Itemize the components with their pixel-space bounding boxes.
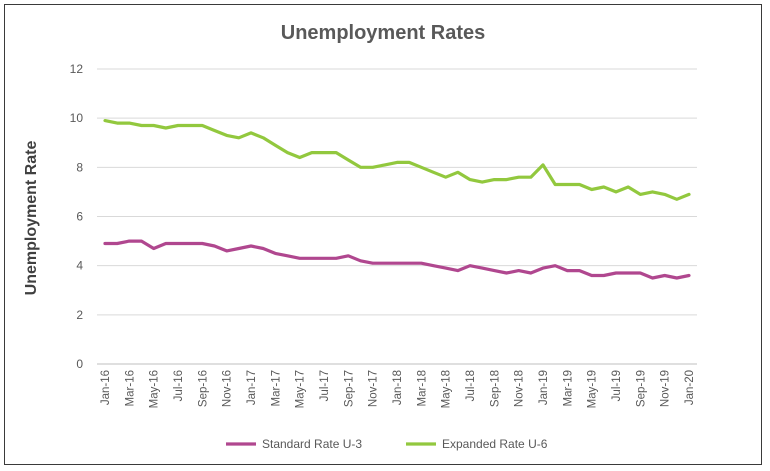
x-tick-label: Sep-18	[489, 370, 501, 407]
x-tick-label: Mar-19	[562, 370, 574, 406]
x-tick-label: Mar-17	[270, 370, 282, 406]
x-tick-label: May-16	[149, 370, 161, 408]
chart-frame	[4, 4, 762, 465]
x-tick-label: Jul-17	[319, 370, 331, 401]
y-axis-ticks: 0 2 4 6 8 10 12	[70, 62, 84, 371]
y-tick-label: 6	[76, 210, 83, 224]
x-tick-label: Jul-18	[465, 370, 477, 401]
y-tick-label: 4	[76, 259, 83, 273]
x-tick-label: Sep-17	[343, 370, 355, 407]
legend-label: Standard Rate U-3	[262, 437, 362, 451]
x-tick-label: Sep-16	[197, 370, 209, 407]
x-tick-label: Jul-19	[611, 370, 623, 401]
x-tick-label: Jan-19	[538, 370, 550, 405]
x-tick-label: Nov-18	[514, 370, 526, 407]
x-tick-label: Sep-19	[635, 370, 647, 407]
x-tick-label: May-18	[441, 370, 453, 408]
x-tick-label: May-17	[295, 370, 307, 408]
x-tick-label: Mar-18	[416, 370, 428, 406]
y-tick-label: 2	[76, 308, 83, 322]
x-tick-label: Jan-16	[100, 370, 112, 405]
x-tick-label: Nov-19	[660, 370, 672, 407]
x-tick-label: Jul-16	[173, 370, 185, 401]
series-line-u3	[103, 239, 691, 280]
y-tick-label: 0	[76, 357, 83, 371]
x-tick-label: Nov-16	[222, 370, 234, 407]
x-tick-label: Nov-17	[368, 370, 380, 407]
y-tick-label: 10	[70, 111, 84, 125]
x-tick-label: May-19	[587, 370, 599, 408]
x-tick-label: Jan-20	[684, 370, 696, 405]
x-tick-label: Jan-17	[246, 370, 258, 405]
legend-label: Expanded Rate U-6	[442, 437, 548, 451]
y-tick-label: 12	[70, 62, 84, 76]
x-tick-label: Jan-18	[392, 370, 404, 405]
x-axis-ticks: Jan-16 Mar-16 May-16 Jul-16 Sep-16 Nov-16 Jan-…	[100, 370, 696, 408]
x-tick-label: Mar-16	[124, 370, 136, 406]
legend: Standard Rate U-3 Expanded Rate U-6	[226, 437, 548, 451]
series-line-u6	[103, 118, 691, 201]
gridlines	[97, 68, 697, 365]
chart-title: Unemployment Rates	[281, 22, 486, 44]
y-tick-label: 8	[76, 160, 83, 174]
series-lines	[103, 118, 691, 280]
y-axis-label: Unemployment Rate	[23, 141, 40, 296]
